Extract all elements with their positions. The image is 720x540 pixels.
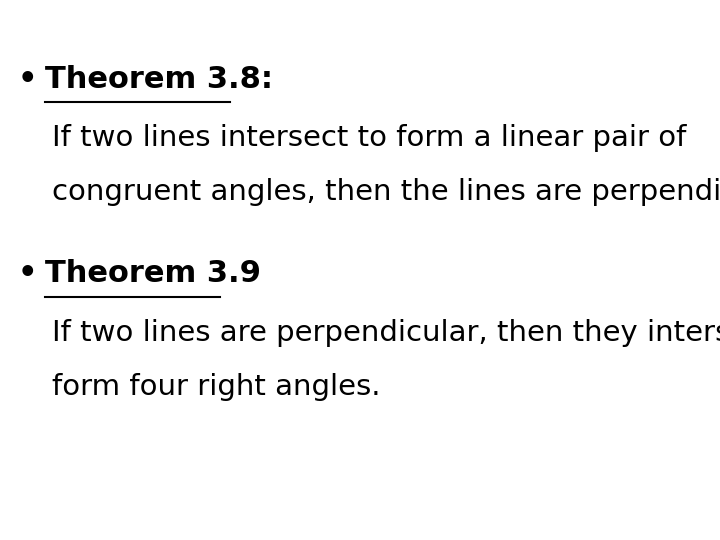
Text: form four right angles.: form four right angles. bbox=[52, 373, 380, 401]
Text: If two lines are perpendicular, then they intersect to: If two lines are perpendicular, then the… bbox=[52, 319, 720, 347]
Text: If two lines intersect to form a linear pair of: If two lines intersect to form a linear … bbox=[52, 124, 686, 152]
Text: congruent angles, then the lines are perpendicular.: congruent angles, then the lines are per… bbox=[52, 178, 720, 206]
Text: Theorem 3.9: Theorem 3.9 bbox=[45, 259, 261, 288]
Text: •: • bbox=[18, 65, 37, 94]
Text: •: • bbox=[18, 259, 37, 288]
Text: Theorem 3.8:: Theorem 3.8: bbox=[45, 65, 273, 94]
